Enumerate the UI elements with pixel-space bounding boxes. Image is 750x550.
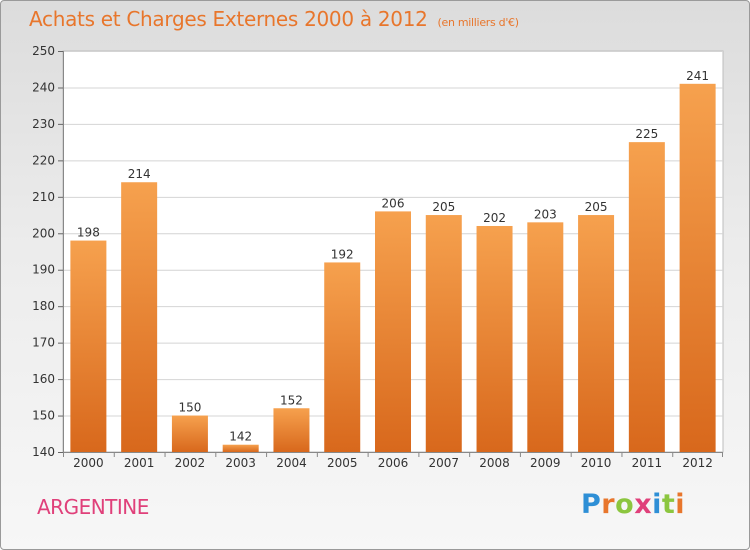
- bar-value-label: 205: [432, 200, 455, 214]
- x-tick-label: 2005: [327, 456, 358, 470]
- y-tick-label: 170: [32, 336, 55, 350]
- x-tick-label: 2006: [378, 456, 409, 470]
- y-tick-label: 160: [32, 372, 55, 386]
- x-tick-label: 2011: [632, 456, 663, 470]
- bar: [425, 215, 462, 452]
- y-tick-label: 250: [32, 44, 55, 58]
- bar: [222, 444, 259, 452]
- bar: [375, 211, 411, 452]
- bar-value-label: 225: [635, 127, 658, 141]
- bar-value-label: 241: [686, 69, 709, 83]
- bar-value-label: 150: [178, 401, 201, 415]
- y-tick-label: 150: [32, 409, 55, 423]
- logo-letter: x: [634, 489, 653, 520]
- bar: [476, 225, 513, 452]
- x-tick-label: 2010: [581, 456, 612, 470]
- bar: [527, 222, 564, 452]
- logo-letter: i: [652, 489, 662, 520]
- x-tick-label: 2012: [682, 456, 713, 470]
- bar: [171, 415, 208, 452]
- logo-letter: o: [615, 489, 635, 520]
- logo-letter: t: [661, 489, 676, 520]
- y-tick-label: 220: [32, 153, 55, 167]
- y-tick-label: 230: [32, 117, 55, 131]
- bar-value-label: 214: [128, 167, 151, 181]
- x-tick-label: 2003: [225, 456, 256, 470]
- bar-value-label: 152: [280, 393, 303, 407]
- bar: [628, 142, 665, 453]
- x-tick-label: 2007: [428, 456, 459, 470]
- bar: [324, 262, 361, 452]
- y-tick-label: 190: [32, 263, 55, 277]
- country-label: ARGENTINE: [37, 495, 149, 519]
- title-unit: (en milliers d'€): [437, 16, 519, 29]
- bar-value-label: 142: [229, 430, 252, 444]
- y-tick-label: 140: [32, 445, 55, 459]
- y-tick-label: 240: [32, 80, 55, 94]
- axes: 140 150 160 170 180 190 200 210 220 230 240 250 2000…: [32, 44, 723, 470]
- bar: [121, 182, 158, 452]
- x-tick-label: 2004: [276, 456, 307, 470]
- bar-value-label: 202: [483, 211, 506, 225]
- bar-value-label: 203: [534, 207, 557, 221]
- y-tick-label: 210: [32, 190, 55, 204]
- title-text: Achats et Charges Externes 2000 à 2012: [29, 7, 428, 31]
- bar-value-label: 192: [331, 247, 354, 261]
- bar-value-label: 206: [382, 196, 405, 210]
- bars: 198 214 150 142 152 192 206 205 202 203 205 225 241: [70, 69, 716, 453]
- x-tick-label: 2000: [73, 456, 104, 470]
- x-tick-label: 2008: [479, 456, 510, 470]
- bar-value-label: 198: [77, 226, 100, 240]
- bar: [578, 215, 615, 452]
- logo-letter: i: [675, 489, 686, 520]
- bar: [679, 83, 716, 453]
- bar-value-label: 205: [585, 200, 608, 214]
- x-tick-label: 2009: [530, 456, 561, 470]
- logo-letter: r: [601, 489, 616, 520]
- bar: [70, 240, 107, 452]
- x-tick-label: 2001: [124, 456, 155, 470]
- x-tick-label: 2002: [175, 456, 206, 470]
- y-tick-label: 180: [32, 299, 55, 313]
- logo-letter: P: [581, 489, 602, 520]
- y-tick-label: 200: [32, 226, 55, 240]
- chart-title: Achats et Charges Externes 2000 à 2012 (e…: [29, 7, 519, 31]
- bar: [273, 408, 310, 452]
- proxiti-logo: Proxiti: [581, 489, 685, 520]
